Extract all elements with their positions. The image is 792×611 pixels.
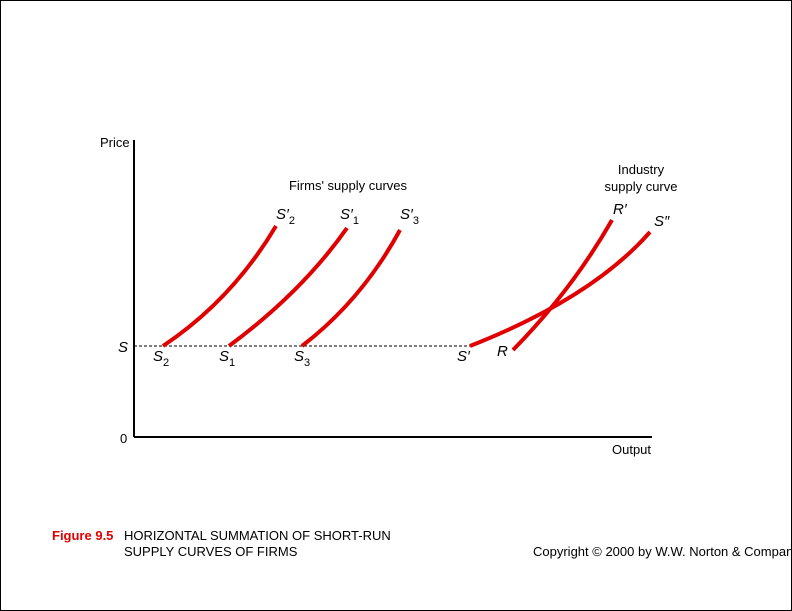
industry-supply-curve xyxy=(469,230,652,348)
curve-label: S″ xyxy=(654,213,670,230)
figure-title: HORIZONTAL SUMMATION OF SHORT-RUN xyxy=(124,528,391,543)
curve-label: S2 xyxy=(153,348,169,369)
figure-title: SUPPLY CURVES OF FIRMS xyxy=(124,544,298,559)
annotation: supply curve xyxy=(605,179,678,194)
curve-label: R′ xyxy=(613,201,628,218)
figure-number: Figure 9.5 xyxy=(52,528,113,543)
y-axis-label: Price xyxy=(100,135,130,150)
annotation: Industry xyxy=(618,162,665,177)
curve-label: S′3 xyxy=(400,206,419,227)
supply-curve xyxy=(227,226,349,348)
annotation: Firms' supply curves xyxy=(289,178,408,193)
origin-label: 0 xyxy=(120,431,127,446)
curve-label: S′ xyxy=(457,348,471,365)
curve-label: R xyxy=(497,343,508,360)
supply-curve xyxy=(300,229,402,348)
copyright: Copyright © 2000 by W.W. Norton & Compan… xyxy=(533,544,792,559)
supply-curve xyxy=(161,224,278,348)
price-label: S xyxy=(118,339,128,356)
curve-label: S′2 xyxy=(276,206,295,227)
curve-label: S1 xyxy=(219,348,235,369)
curve-label: S3 xyxy=(294,348,310,369)
x-axis-label: Output xyxy=(612,442,651,457)
curve-label: S′1 xyxy=(340,206,359,227)
industry-supply-curve xyxy=(511,219,614,352)
